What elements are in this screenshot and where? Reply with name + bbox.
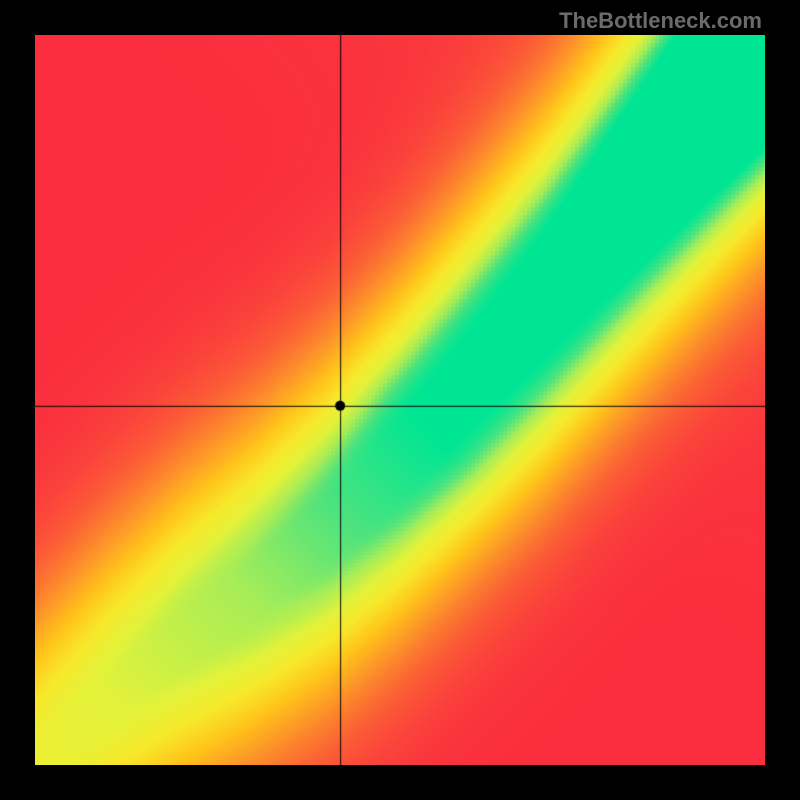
watermark-text: TheBottleneck.com	[559, 8, 762, 34]
crosshair-overlay	[35, 35, 765, 765]
heatmap-frame	[35, 35, 765, 765]
